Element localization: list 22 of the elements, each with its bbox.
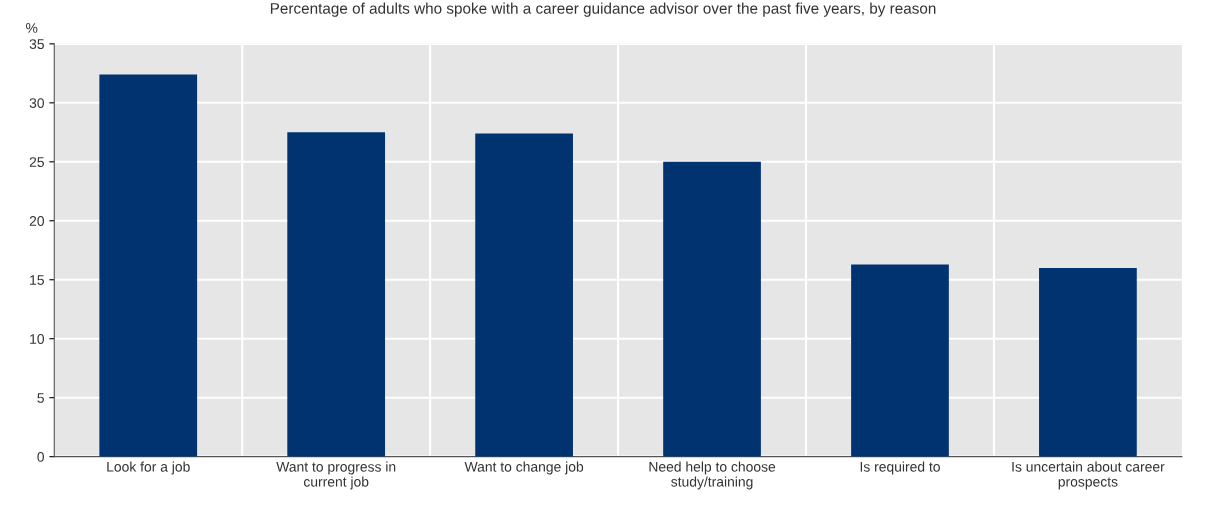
bar — [1039, 267, 1137, 457]
bar — [475, 133, 573, 457]
y-tick-label: 15 — [30, 275, 44, 285]
y-axis-title: % — [26, 23, 38, 33]
y-tick-label: 10 — [30, 334, 45, 344]
x-tick-label: Need help to choose study/training — [649, 461, 776, 490]
bar — [99, 74, 198, 457]
x-tick-label: Is uncertain about career prospects — [1012, 461, 1165, 490]
chart-title: Percentage of adults who spoke with a career guidance advisor over the past five years, by reason — [270, 2, 936, 17]
y-tick-label: 20 — [29, 216, 45, 226]
y-tick-label: 35 — [29, 39, 44, 50]
y-tick-label: 5 — [37, 393, 44, 403]
y-tick-label: 0 — [37, 451, 45, 462]
bar — [663, 161, 761, 457]
x-tick-label: Look for a job — [107, 461, 190, 475]
bar — [287, 132, 386, 457]
x-tick-label: Is required to — [860, 461, 940, 475]
bar — [851, 264, 949, 457]
x-tick-label: Want to progress in current job — [276, 461, 396, 490]
x-tick-label: Want to change job — [464, 461, 584, 475]
y-tick-label: 25 — [29, 157, 44, 167]
y-tick-label: 30 — [29, 98, 45, 108]
